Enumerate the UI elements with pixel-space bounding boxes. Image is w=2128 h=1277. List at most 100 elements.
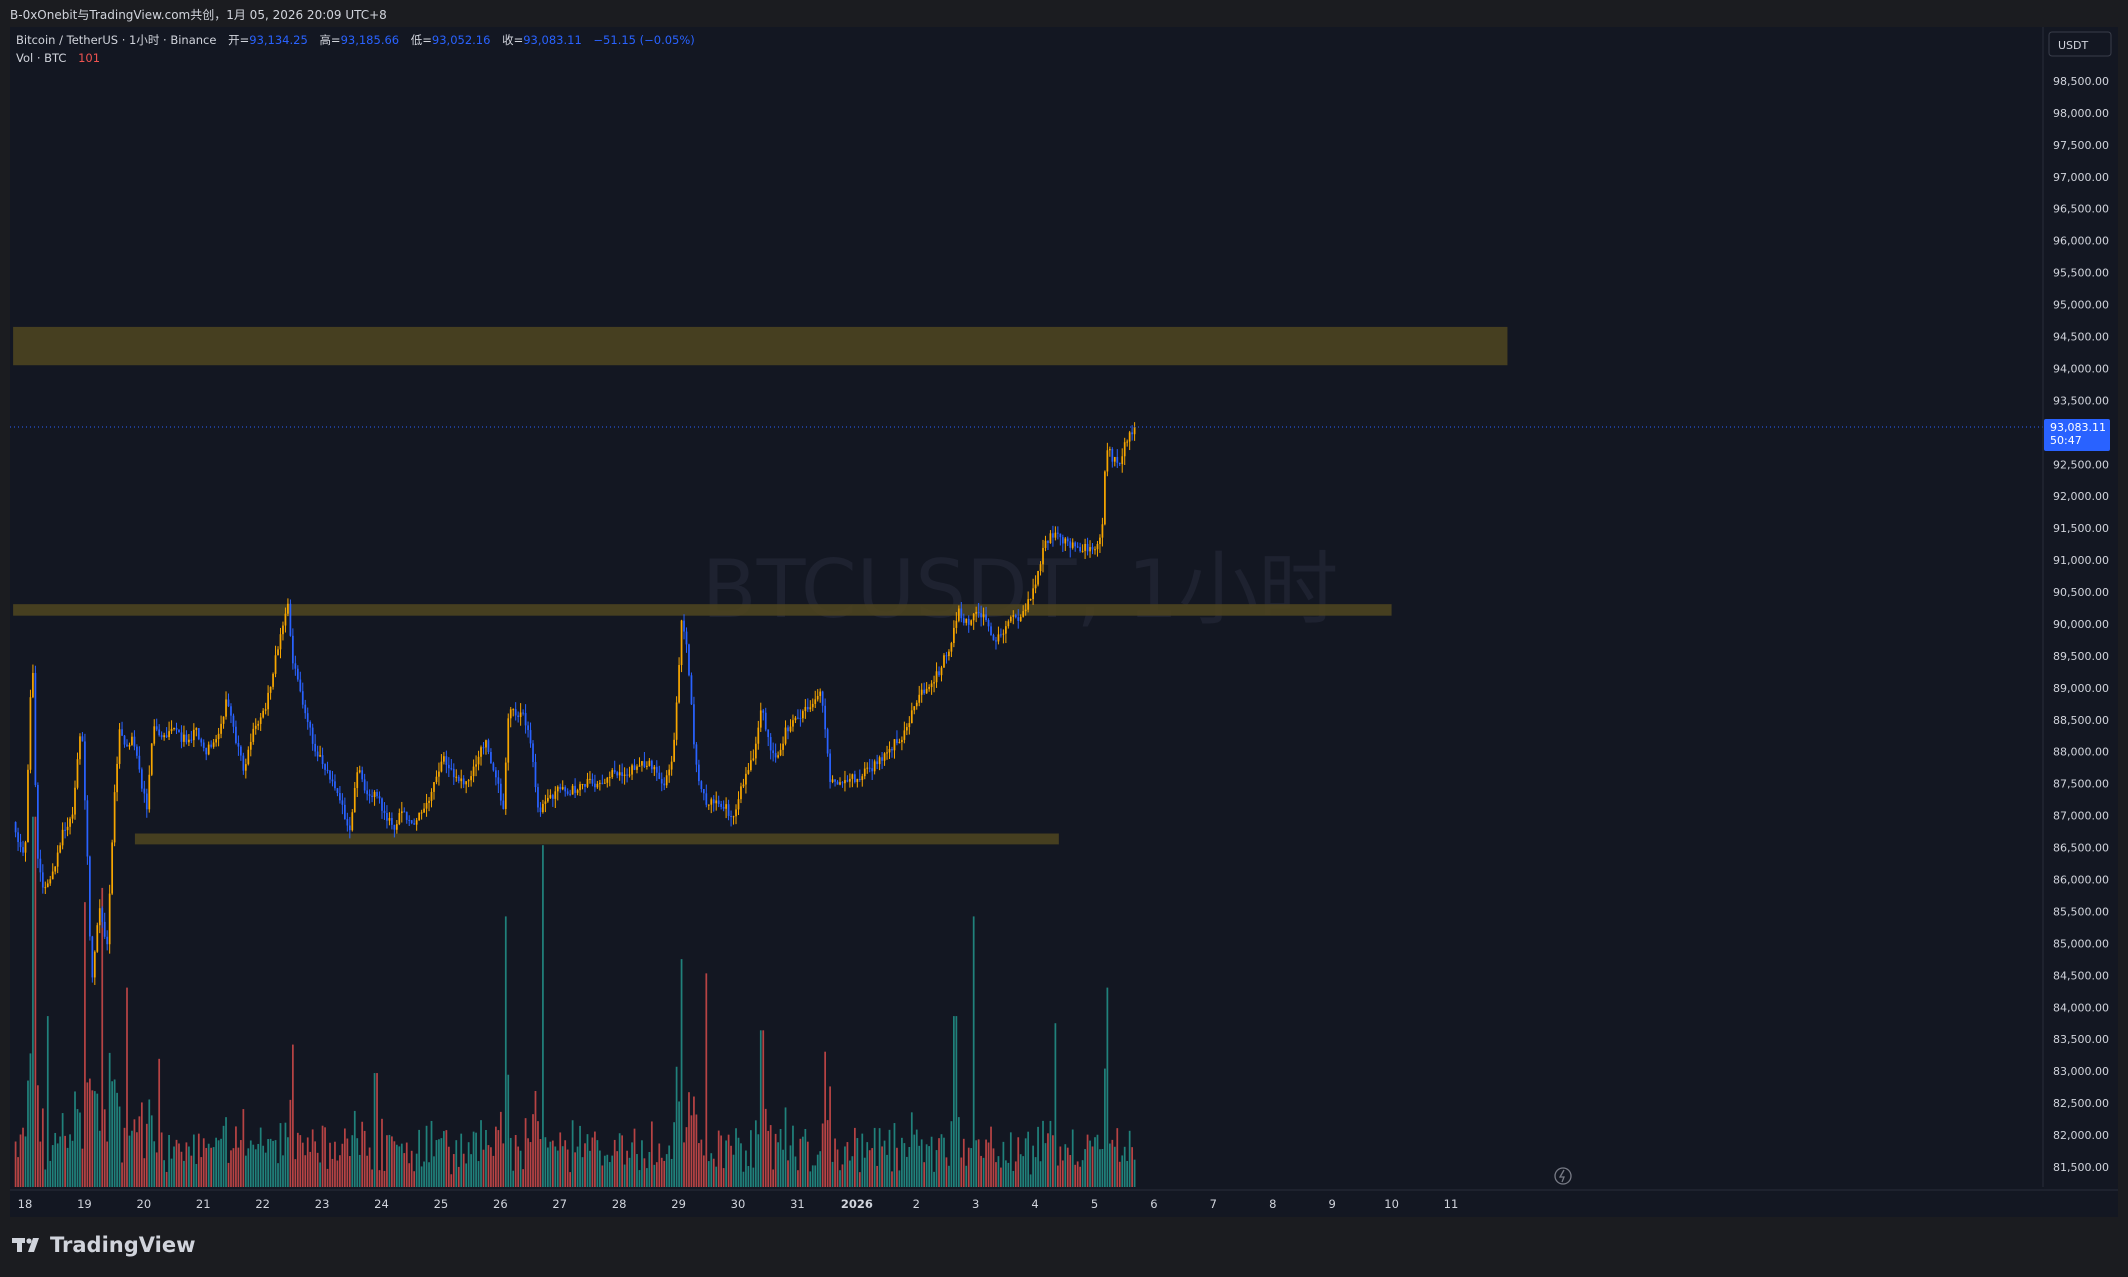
candle-body	[965, 618, 968, 623]
candle-body	[339, 793, 341, 801]
candle-body	[267, 692, 269, 710]
candle-body	[693, 704, 695, 745]
time-tick-label: 28	[612, 1197, 627, 1211]
time-axis-labels: 18 19 20 21 22 23 24 25 26 27 28 29 30 31 2026 2 3 4 5 6 7 8 9…	[18, 1197, 1459, 1211]
volume-bar	[559, 1132, 562, 1187]
candle-body	[356, 772, 359, 789]
candle-body	[264, 709, 267, 711]
candle-body	[17, 832, 19, 843]
candle-body	[1084, 543, 1086, 551]
time-axis[interactable]	[10, 1187, 2118, 1217]
volume-bar	[485, 1129, 487, 1187]
volume-bar	[995, 1162, 997, 1187]
volume-bar	[787, 1160, 789, 1187]
candle-body	[816, 695, 819, 700]
volume-bar	[165, 1171, 168, 1187]
volume-bar	[935, 1150, 938, 1187]
volume-bar	[86, 1082, 89, 1187]
volume-bar	[178, 1143, 180, 1187]
volume-bar	[93, 1091, 96, 1187]
candle-body	[220, 723, 222, 734]
candle-body	[1054, 532, 1057, 538]
candle-body	[61, 829, 64, 846]
price-tick-label: 81,500.00	[2053, 1161, 2109, 1174]
candle-body	[103, 921, 106, 937]
volume-bar	[660, 1157, 663, 1187]
plot-area[interactable]	[10, 27, 2043, 1217]
zone-2	[134, 833, 1059, 845]
candle-body	[116, 763, 118, 793]
price-tick-label: 86,500.00	[2053, 842, 2109, 855]
candle-body	[415, 820, 418, 825]
candle-body	[296, 668, 299, 680]
volume-bar	[1009, 1132, 1012, 1187]
volume-bar	[408, 1163, 411, 1187]
candle-body	[178, 729, 180, 733]
volume-bar	[745, 1150, 747, 1187]
time-tick-label: 31	[790, 1197, 805, 1211]
candle-body	[452, 768, 455, 778]
price-tick-label: 85,500.00	[2053, 905, 2109, 918]
candle-body	[262, 710, 265, 718]
volume-bar	[487, 1145, 490, 1187]
candle-body	[841, 782, 844, 784]
price-tick-label: 90,500.00	[2053, 586, 2109, 599]
volume-bar	[1091, 1146, 1094, 1187]
volume-bar	[81, 1148, 84, 1187]
volume-bar	[168, 1135, 170, 1187]
volume-bar	[1017, 1137, 1020, 1187]
volume-bar	[232, 1148, 235, 1187]
volume-bar	[220, 1138, 222, 1187]
volume-bar	[759, 1030, 762, 1187]
tradingview-logo[interactable]: TradingView	[12, 1233, 195, 1257]
candle-body	[299, 679, 302, 692]
volume-bar	[1081, 1160, 1084, 1187]
candle-body	[400, 811, 403, 814]
volume-bar	[547, 1147, 549, 1187]
price-chart[interactable]: BTCUSDT, 1小时 81,500.00 82,000.00 82,500.00…	[10, 27, 2118, 1217]
candle-body	[628, 774, 631, 776]
candle-body	[274, 655, 277, 674]
volume-bar	[1111, 1139, 1114, 1187]
candle-body	[1047, 540, 1049, 544]
volume-bar	[606, 1154, 609, 1187]
volume-bar	[1074, 1164, 1077, 1187]
candle-body	[566, 791, 569, 794]
currency-button-frame[interactable]	[2048, 31, 2112, 57]
candle-body	[185, 734, 188, 743]
candle-body	[759, 710, 762, 728]
candle-body	[720, 803, 723, 807]
volume-bar	[846, 1142, 849, 1187]
volume-bar	[180, 1151, 183, 1187]
symbol-watermark: BTCUSDT, 1小时	[702, 543, 1338, 636]
volume-bar	[881, 1146, 883, 1187]
candle-body	[495, 770, 497, 778]
replay-icon[interactable]	[1554, 1167, 1572, 1185]
price-tick-label: 93,500.00	[2053, 394, 2109, 407]
candle-body	[32, 672, 34, 698]
candle-body	[586, 778, 589, 787]
candle-body	[866, 767, 869, 769]
volume-bar	[782, 1149, 784, 1187]
volume-bar	[108, 1052, 111, 1187]
candle-body	[690, 675, 693, 705]
volume-bar	[24, 1136, 27, 1187]
currency-button[interactable]: USDT	[2058, 39, 2089, 52]
time-tick-label: 23	[315, 1197, 330, 1211]
candle-body	[789, 726, 792, 732]
volume-bar	[22, 1127, 24, 1187]
candle-body	[465, 781, 468, 785]
candle-body	[225, 699, 227, 717]
volume-bar	[514, 1135, 517, 1187]
time-tick-label: 26	[493, 1197, 508, 1211]
candle-body	[715, 800, 718, 804]
volume-bar	[509, 1137, 512, 1187]
candle-body	[858, 778, 861, 781]
volume-bar	[462, 1153, 465, 1187]
price-tick-label: 94,000.00	[2053, 362, 2109, 375]
price-axis[interactable]	[2043, 27, 2118, 1217]
candle-body	[643, 761, 646, 767]
candle-body	[410, 820, 413, 824]
volume-bar	[440, 1138, 443, 1187]
volume-bar	[490, 1147, 492, 1187]
